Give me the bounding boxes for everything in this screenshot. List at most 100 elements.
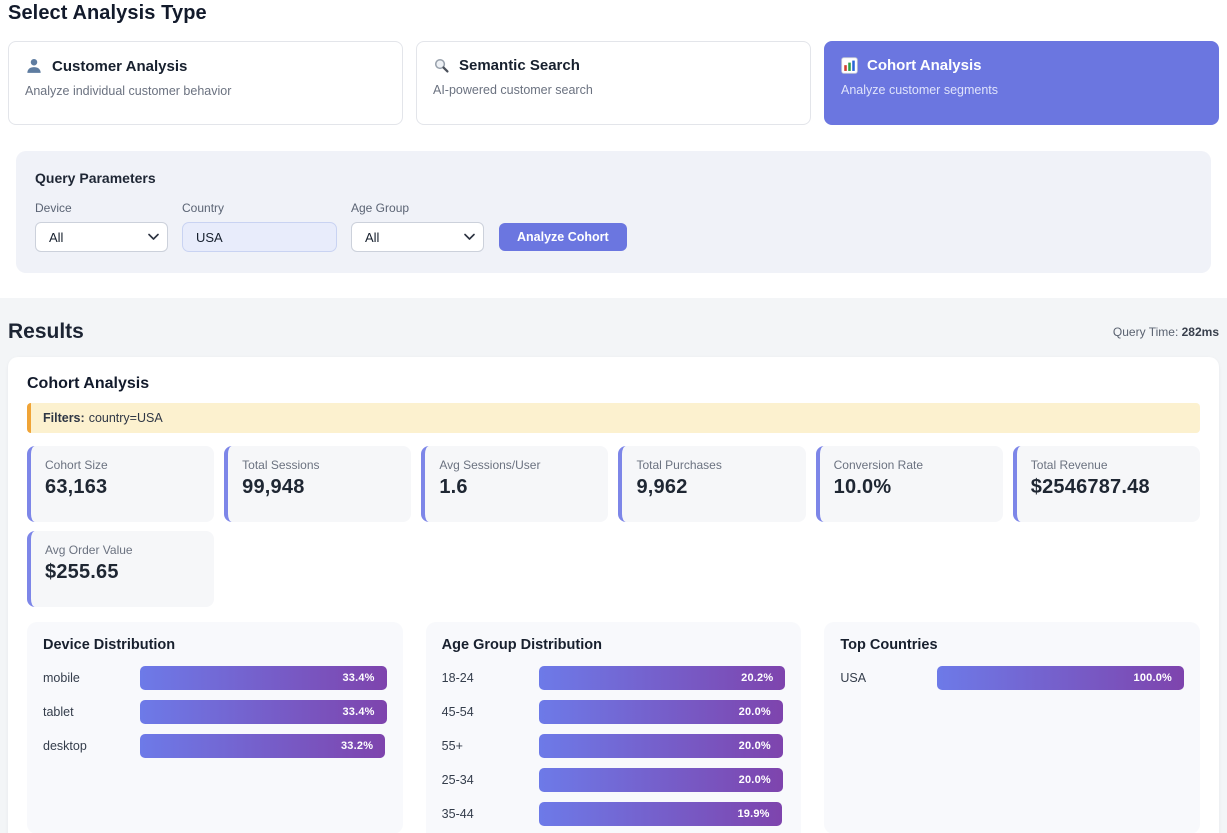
- chart-row: mobile 33.4%: [43, 666, 387, 690]
- bar-track: 20.0%: [538, 700, 786, 724]
- bar-value: 20.0%: [738, 706, 771, 718]
- analyze-cohort-button[interactable]: Analyze Cohort: [499, 223, 627, 251]
- chart-title: Age Group Distribution: [441, 637, 602, 653]
- analysis-card-head: Cohort Analysis: [841, 57, 1202, 74]
- device-select-wrap: All: [35, 222, 168, 252]
- query-time: Query Time: 282ms: [1113, 325, 1219, 339]
- chart-row: USA 100.0%: [840, 666, 1185, 690]
- age-group-distribution-chart: Age Group Distribution 18-24 20.2% 45-54: [425, 622, 802, 833]
- analysis-card-semantic-search[interactable]: Semantic Search AI-powered customer sear…: [416, 41, 811, 125]
- bar: 19.9%: [538, 802, 782, 826]
- chart-row: tablet 33.4%: [43, 700, 387, 724]
- metric-label: Conversion Rate: [833, 458, 924, 472]
- analysis-card-description: Analyze individual customer behavior: [25, 84, 232, 98]
- metric-label: Cohort Size: [45, 458, 108, 472]
- bar-value: 33.2%: [340, 740, 374, 752]
- bar: 20.0%: [538, 700, 783, 724]
- chart-row: 35-44 19.9%: [442, 802, 786, 826]
- metric-card: Avg Sessions/User 1.6: [421, 446, 609, 522]
- metric-label: Total Sessions: [242, 458, 320, 472]
- cohort-analysis-title: Cohort Analysis: [27, 375, 150, 392]
- age-group-field: Age Group All: [351, 201, 484, 252]
- metric-card: Total Sessions 99,948: [224, 446, 412, 522]
- bar: 20.2%: [538, 666, 786, 690]
- analysis-card-description: Analyze customer segments: [841, 83, 999, 97]
- metric-value: 1.6: [439, 476, 468, 498]
- results-title: Results: [8, 320, 84, 343]
- query-parameters-title: Query Parameters: [35, 170, 156, 186]
- analysis-card-title: Cohort Analysis: [867, 57, 982, 74]
- analysis-type-cards: Customer Analysis Analyze individual cus…: [8, 41, 1219, 125]
- query-fields: Device All Country Age Group: [35, 201, 1192, 252]
- age-group-select-wrap: All: [351, 222, 484, 252]
- chart-title: Top Countries: [840, 637, 938, 653]
- bar-value: 20.2%: [741, 672, 774, 684]
- bar-value: 100.0%: [1133, 672, 1173, 684]
- metric-value: 63,163: [45, 476, 108, 498]
- country-field-label: Country: [182, 201, 225, 215]
- cohort-analysis-card: Cohort Analysis Filters: country=USA Coho…: [8, 357, 1219, 833]
- bar-label: 18-24: [441, 671, 474, 685]
- bar: 33.2%: [140, 734, 386, 758]
- results-section: Results Query Time: 282ms Cohort Analysi…: [0, 298, 1227, 833]
- query-time-label: Query Time:: [1112, 325, 1179, 339]
- top-countries-chart: Top Countries USA 100.0%: [824, 622, 1201, 833]
- metric-card: Total Revenue $2546787.48: [1012, 446, 1200, 522]
- country-input[interactable]: [182, 222, 337, 252]
- metric-card: Total Purchases 9,962: [618, 446, 806, 522]
- chart-row: 45-54 20.0%: [442, 700, 786, 724]
- bar-label: 45-54: [441, 705, 474, 719]
- bar: 20.0%: [538, 734, 783, 758]
- analysis-card-head: Semantic Search: [433, 57, 794, 74]
- bar-label: 25-34: [441, 773, 474, 787]
- analysis-card-description: AI-powered customer search: [433, 83, 593, 97]
- results-header: Results Query Time: 282ms: [8, 320, 1219, 344]
- bar-track: 33.2%: [140, 734, 387, 758]
- analysis-card-title: Customer Analysis: [52, 57, 188, 75]
- device-select[interactable]: All: [35, 222, 168, 252]
- bar-label: 55+: [441, 739, 463, 753]
- device-field: Device All: [35, 201, 168, 252]
- bar-track: 33.4%: [140, 666, 387, 690]
- bar-label: mobile: [43, 671, 80, 685]
- bar-chart-icon: [841, 57, 858, 74]
- bar-value: 33.4%: [342, 672, 375, 684]
- analysis-card-customer[interactable]: Customer Analysis Analyze individual cus…: [8, 41, 403, 125]
- metric-value: $255.65: [45, 561, 119, 583]
- chart-row: desktop 33.2%: [43, 734, 387, 758]
- analysis-card-head: Customer Analysis: [25, 57, 386, 75]
- bar-track: 100.0%: [937, 666, 1185, 690]
- bar-value: 20.0%: [738, 774, 771, 786]
- bar-value: 19.9%: [737, 808, 770, 820]
- metric-label: Avg Order Value: [45, 543, 133, 557]
- top-section: Select Analysis Type Customer Analysis A…: [0, 0, 1227, 273]
- person-icon: [25, 57, 43, 75]
- bar: 100.0%: [937, 666, 1185, 690]
- query-time-value: 282ms: [1181, 325, 1219, 339]
- filters-label: Filters:: [43, 411, 85, 425]
- query-parameters-panel: Query Parameters Device All Country Age: [16, 151, 1211, 273]
- metric-value: 10.0%: [833, 476, 892, 498]
- bar-track: 20.0%: [538, 734, 786, 758]
- country-field: Country: [182, 201, 337, 252]
- chart-row: 18-24 20.2%: [442, 666, 786, 690]
- metric-value: 9,962: [636, 476, 688, 498]
- device-field-label: Device: [35, 201, 72, 215]
- chart-row: 55+ 20.0%: [442, 734, 786, 758]
- bar-label: tablet: [43, 705, 74, 719]
- metric-card: Conversion Rate 10.0%: [815, 446, 1003, 522]
- chart-row: 25-34 20.0%: [442, 768, 786, 792]
- filters-banner: Filters: country=USA: [27, 403, 1200, 433]
- metric-label: Avg Sessions/User: [439, 458, 541, 472]
- bar-value: 33.4%: [342, 706, 375, 718]
- metric-card: Avg Order Value $255.65: [27, 531, 215, 607]
- chart-title: Device Distribution: [43, 637, 176, 653]
- chart-rows: USA 100.0%: [840, 666, 1185, 690]
- bar: 33.4%: [140, 700, 387, 724]
- page-title: Select Analysis Type: [8, 2, 207, 24]
- metric-card: Cohort Size 63,163: [27, 446, 215, 522]
- analysis-card-cohort[interactable]: Cohort Analysis Analyze customer segment…: [824, 41, 1219, 125]
- age-group-select[interactable]: All: [351, 222, 484, 252]
- metric-value: $2546787.48: [1030, 476, 1150, 498]
- bar-track: 19.9%: [538, 802, 786, 826]
